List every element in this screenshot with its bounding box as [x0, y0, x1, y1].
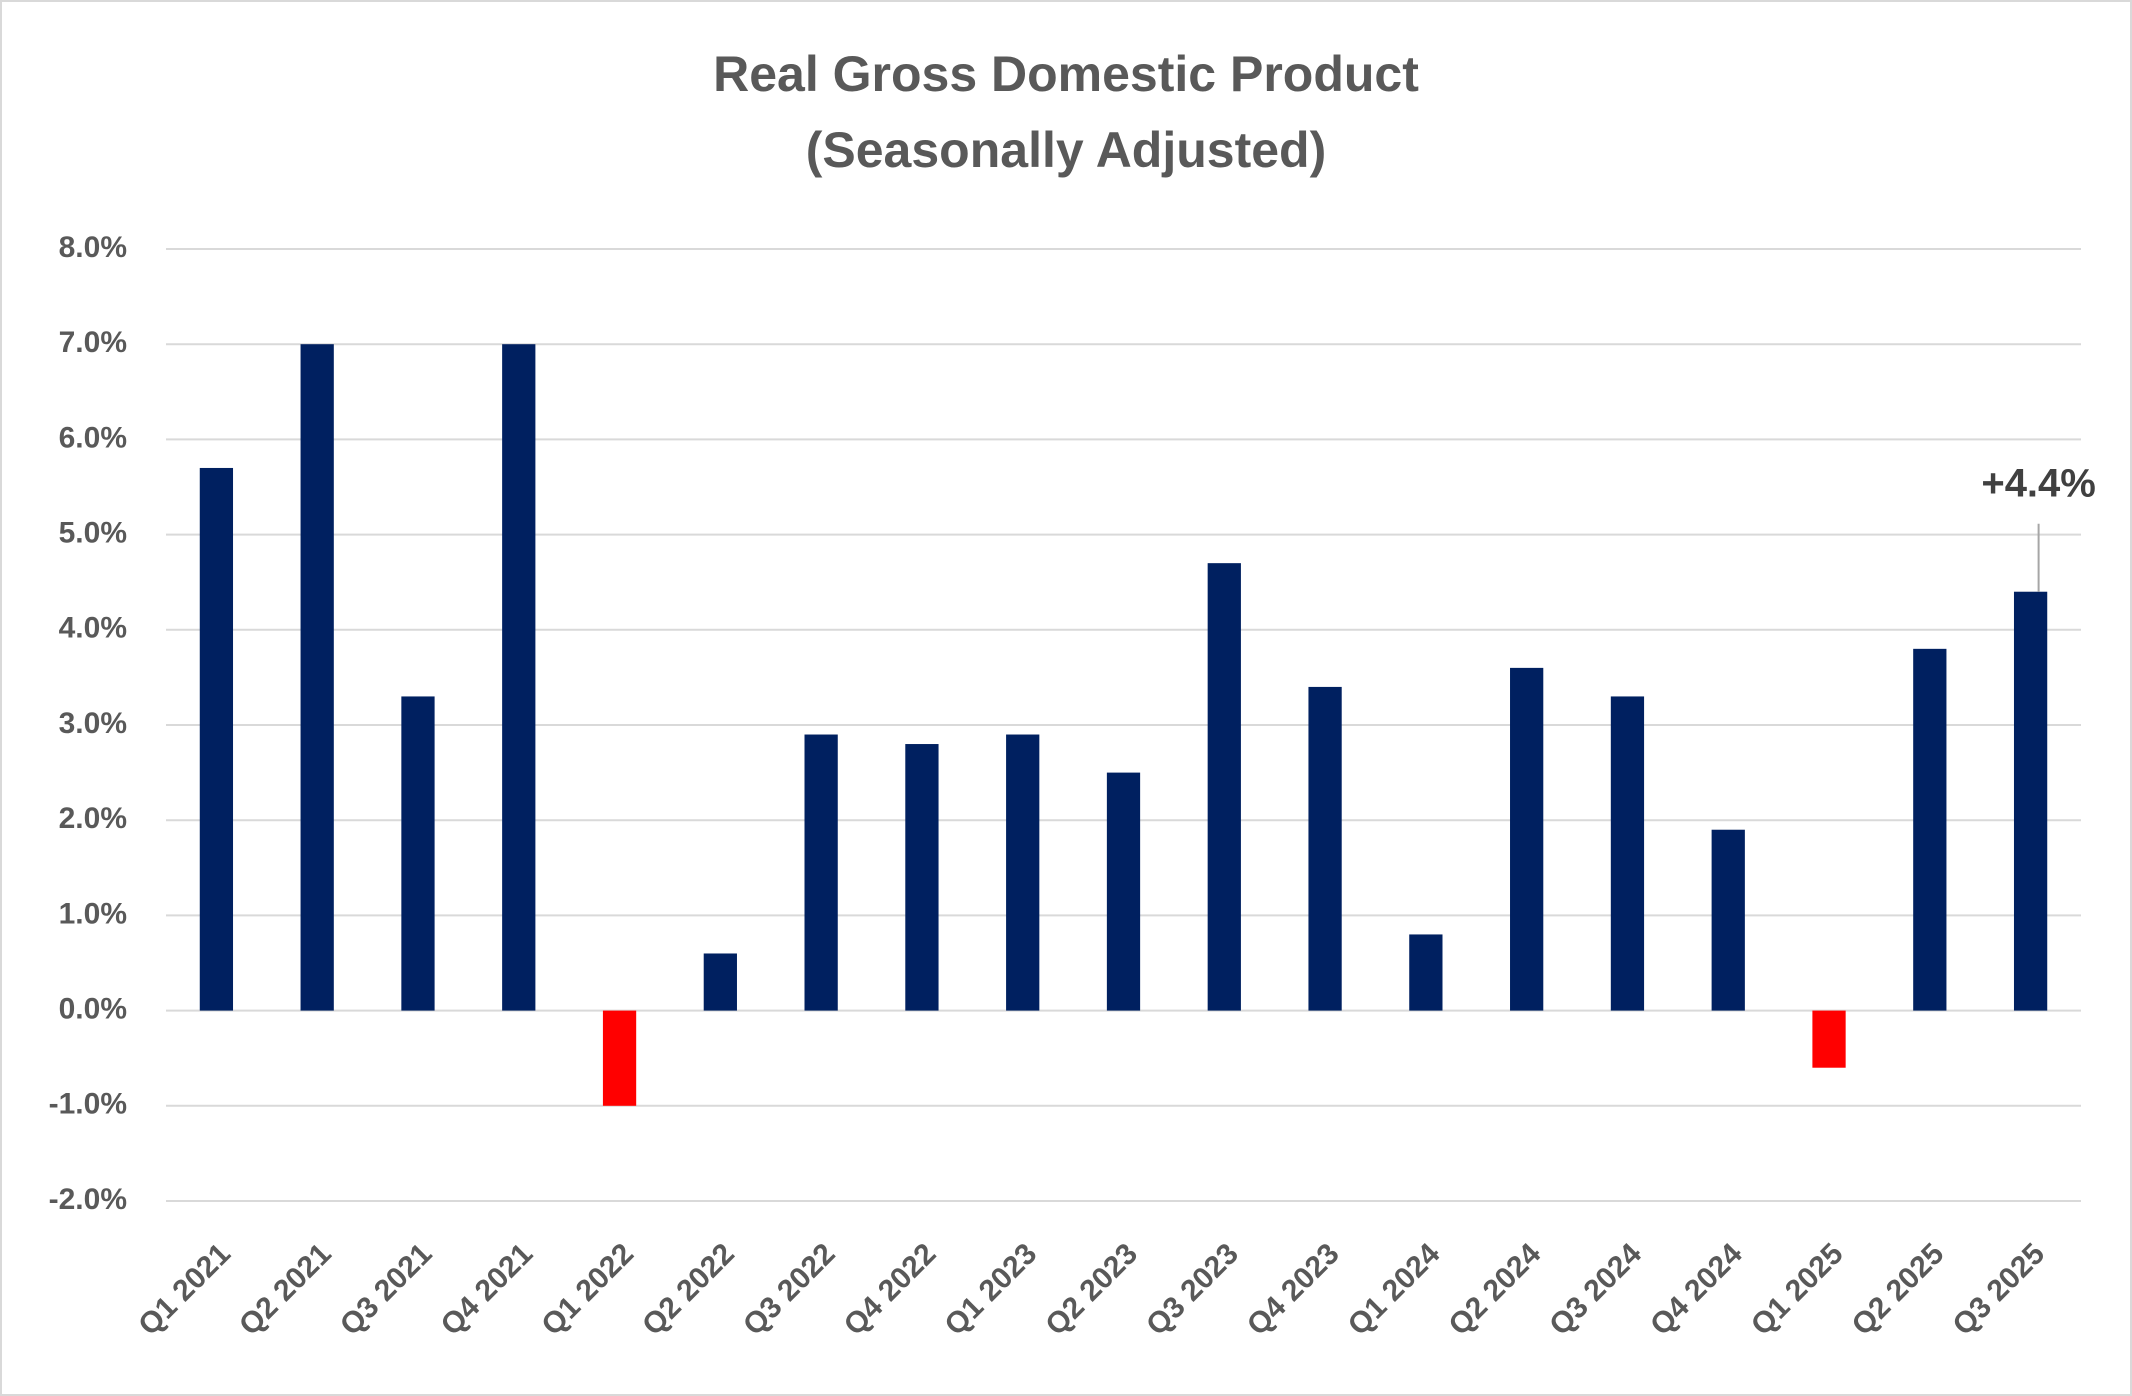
bar — [602, 1010, 637, 1106]
y-tick-label: 4.0% — [59, 612, 127, 645]
bar — [1711, 829, 1745, 1011]
bar — [2013, 591, 2048, 1011]
y-tick-label: 3.0% — [59, 707, 127, 740]
bar — [1913, 648, 1947, 1011]
value-label: +4.4% — [1981, 461, 2096, 505]
bar — [905, 744, 939, 1011]
bar — [300, 344, 334, 1011]
bar — [1409, 934, 1443, 1011]
y-tick-label: 7.0% — [59, 326, 127, 359]
chart-title: Real Gross Domestic Product — [713, 46, 1419, 102]
bar — [502, 344, 536, 1011]
bar — [804, 734, 838, 1011]
bar — [401, 696, 435, 1011]
bar — [1006, 734, 1040, 1011]
y-tick-label: -2.0% — [49, 1183, 127, 1216]
bar — [1610, 696, 1645, 1011]
y-tick-label: 5.0% — [59, 517, 127, 550]
y-tick-label: 0.0% — [59, 993, 127, 1026]
chart-subtitle: (Seasonally Adjusted) — [806, 122, 1326, 178]
y-tick-label: 2.0% — [59, 802, 127, 835]
bar — [1106, 772, 1141, 1011]
y-tick-label: -1.0% — [49, 1088, 127, 1121]
bar — [199, 467, 234, 1011]
bar — [1812, 1010, 1846, 1068]
bar — [1308, 686, 1342, 1011]
bar — [703, 953, 737, 1011]
y-tick-label: 8.0% — [59, 231, 127, 264]
bar — [1510, 667, 1544, 1011]
y-tick-label: 6.0% — [59, 421, 127, 454]
y-tick-label: 1.0% — [59, 897, 127, 930]
bar — [1207, 563, 1241, 1011]
